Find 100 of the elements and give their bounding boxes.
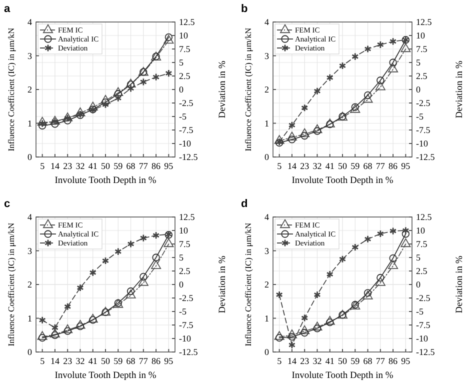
point (402, 226, 410, 234)
y2-axis-title: Deviation in % (455, 256, 465, 314)
x-tick-label: 86 (388, 161, 398, 171)
x-tick-label: 23 (300, 356, 310, 366)
y2-tick-label: -7.5 (179, 125, 194, 135)
y2-tick-label: -2.5 (179, 98, 194, 108)
point (140, 234, 147, 242)
x-tick-label: 86 (388, 356, 398, 366)
point (376, 76, 384, 84)
point (400, 43, 411, 52)
y-tick-label: 0 (264, 152, 270, 162)
point (364, 235, 372, 244)
chart-title: b (241, 3, 248, 15)
point (75, 320, 86, 329)
point (389, 254, 397, 262)
x-tick-label: 50 (338, 356, 348, 366)
x-tick-label: 68 (363, 356, 373, 366)
point (165, 69, 172, 78)
y-tick-label: 4 (264, 17, 270, 27)
point (76, 284, 84, 292)
x-axis-title: Involute Tooth Depth in % (54, 371, 156, 381)
y2-tick-label: -2.5 (416, 98, 431, 108)
y-tick-label: 0 (264, 347, 270, 357)
y2-tick-label: 0 (416, 280, 421, 290)
point (37, 116, 48, 126)
point (326, 318, 334, 326)
point (314, 87, 321, 96)
x-tick-label: 68 (126, 356, 136, 366)
y-tick-label: 2 (264, 280, 269, 290)
point (313, 324, 322, 332)
y2-tick-label: -10 (416, 334, 428, 344)
y-tick-label: 3 (28, 50, 32, 61)
y-tick-label: 2 (28, 84, 32, 94)
x-tick-label: 5 (40, 356, 46, 366)
y2-tick-label: 2.5 (416, 266, 428, 276)
point (274, 331, 284, 340)
y-tick-label: 2 (28, 280, 32, 290)
x-tick-label: 86 (152, 161, 162, 171)
point (114, 248, 122, 256)
point (152, 73, 160, 82)
y2-tick-label: 5 (179, 58, 184, 68)
point (89, 316, 97, 324)
y2-tick-label: 10 (416, 226, 426, 236)
y-tick-label: 1 (28, 118, 32, 128)
y2-tick-label: -7.5 (179, 320, 194, 330)
point (286, 132, 297, 141)
y2-tick-label: 12.5 (416, 17, 432, 27)
point (301, 104, 308, 112)
point (50, 328, 60, 338)
y2-tick-label: 7.5 (179, 44, 191, 54)
y2-tick-label: 5 (416, 58, 421, 68)
point (362, 290, 373, 300)
point (300, 325, 310, 334)
point (338, 255, 346, 264)
point (388, 64, 398, 72)
x-tick-label: 23 (300, 161, 310, 171)
point (276, 290, 283, 299)
point (164, 34, 174, 44)
point (275, 334, 284, 342)
point (300, 328, 308, 337)
point (300, 128, 310, 138)
y2-tick-label: -10 (179, 334, 192, 344)
point (338, 62, 346, 70)
point (51, 331, 59, 339)
point (140, 78, 147, 86)
point (300, 132, 308, 140)
x-tick-label: 50 (338, 161, 348, 171)
x-tick-label: 41 (88, 356, 98, 366)
y2-tick-label: -5 (179, 112, 187, 122)
y-tick-label: 2 (264, 84, 269, 94)
x-tick-label: 95 (164, 356, 174, 366)
point (312, 124, 322, 134)
point (151, 260, 162, 270)
y2-axis-title: Deviation in % (218, 256, 228, 314)
y2-axis-title: Deviation in % (218, 60, 228, 118)
x-tick-label: 59 (114, 356, 124, 366)
point (362, 94, 373, 103)
point (38, 316, 46, 324)
point (312, 322, 322, 330)
y2-tick-label: -5 (179, 306, 187, 316)
y-tick-label: 0 (28, 152, 32, 162)
y-tick-label: 4 (28, 212, 32, 222)
y-tick-label: 3 (264, 246, 270, 256)
y2-tick-label: 12.5 (416, 212, 432, 222)
point (376, 274, 384, 282)
x-tick-label: 77 (138, 356, 148, 366)
x-tick-label: 32 (76, 356, 85, 366)
x-tick-label: 95 (401, 161, 411, 171)
y-tick-label: 4 (28, 17, 32, 27)
point (286, 329, 297, 338)
point (76, 322, 84, 330)
x-tick-label: 14 (50, 356, 60, 366)
point (102, 98, 110, 106)
y-tick-label: 4 (264, 212, 270, 222)
point (138, 277, 148, 286)
y2-tick-label: 0 (416, 84, 421, 94)
y2-tick-label: 2.5 (179, 266, 191, 276)
point (126, 287, 135, 296)
x-tick-label: 5 (40, 161, 46, 171)
x-tick-label: 41 (88, 161, 98, 171)
